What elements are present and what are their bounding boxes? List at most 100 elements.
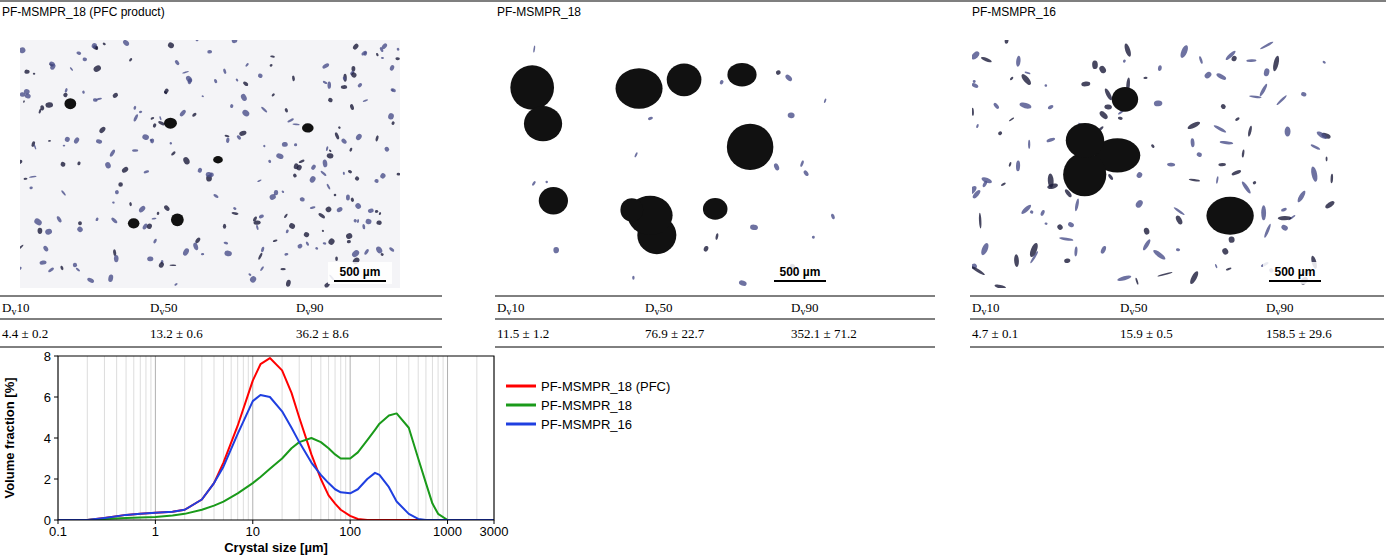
crystal-speck bbox=[309, 175, 317, 184]
crystal-speck bbox=[545, 180, 548, 183]
crystal-speck bbox=[133, 106, 137, 110]
minor-grid-line bbox=[237, 356, 238, 520]
crystal-speck bbox=[248, 273, 252, 277]
minor-grid-line bbox=[184, 356, 185, 520]
crystal-speck bbox=[33, 217, 43, 226]
agglomerate bbox=[64, 98, 76, 109]
y-tick-label: 4 bbox=[44, 431, 51, 446]
crystal-speck bbox=[1189, 270, 1200, 285]
crystal-speck bbox=[1150, 144, 1155, 149]
crystal-speck bbox=[336, 206, 343, 213]
crystal-speck bbox=[1213, 124, 1227, 133]
crystal-speck bbox=[159, 116, 162, 121]
crystal-speck bbox=[75, 267, 80, 272]
crystal-speck bbox=[39, 260, 47, 265]
crystal-speck bbox=[379, 47, 384, 53]
minor-grid-line bbox=[438, 356, 439, 520]
crystal-speck bbox=[1122, 59, 1126, 63]
minor-grid-line bbox=[396, 356, 397, 520]
crystal-speck bbox=[1009, 117, 1015, 122]
crystal-speck bbox=[976, 124, 980, 129]
crystal-speck bbox=[73, 136, 80, 144]
crystal-speck bbox=[773, 163, 780, 172]
crystal-speck bbox=[185, 75, 194, 84]
crystal-speck bbox=[33, 72, 36, 75]
top-rule bbox=[0, 0, 1386, 1]
crystal-speck bbox=[375, 245, 384, 254]
minor-grid-line bbox=[243, 356, 244, 520]
crystal-speck bbox=[1074, 198, 1080, 211]
y-tick-label: 2 bbox=[44, 472, 51, 487]
crystal-speck bbox=[20, 46, 26, 54]
crystal-speck bbox=[1221, 247, 1229, 256]
crystal-speck bbox=[20, 266, 22, 270]
crystal-speck bbox=[362, 99, 368, 102]
crystal-speck bbox=[1226, 267, 1232, 271]
agglomerate bbox=[667, 64, 702, 97]
crystal-speck bbox=[205, 172, 212, 178]
crystal-speck bbox=[298, 159, 305, 164]
crystal-speck bbox=[981, 176, 993, 184]
crystal-speck bbox=[1009, 76, 1014, 81]
scale-bar-ground bbox=[768, 262, 832, 284]
crystal-speck bbox=[239, 130, 248, 137]
crystal-speck bbox=[143, 170, 149, 174]
table-value: 4.4 ± 0.2 bbox=[2, 326, 48, 341]
crystal-speck bbox=[1019, 101, 1032, 110]
crystal-speck bbox=[1231, 169, 1242, 176]
crystal-speck bbox=[76, 226, 84, 234]
crystal-speck bbox=[1260, 41, 1274, 50]
table-value: 15.9 ± 0.5 bbox=[1120, 326, 1173, 341]
series-line bbox=[58, 413, 494, 520]
crystal-speck bbox=[1029, 210, 1034, 215]
scale-bar-ground bbox=[1263, 262, 1327, 284]
legend-swatch bbox=[506, 423, 536, 426]
table-value: 158.5 ± 29.6 bbox=[1266, 326, 1332, 341]
crystal-speck bbox=[1028, 140, 1030, 149]
crystal-speck bbox=[91, 42, 98, 49]
agglomerate bbox=[1063, 153, 1106, 197]
table-rule bbox=[495, 319, 935, 320]
crystal-speck bbox=[95, 46, 98, 50]
crystal-speck bbox=[1173, 206, 1185, 216]
crystal-speck bbox=[1028, 242, 1039, 258]
crystal-speck bbox=[163, 88, 169, 95]
crystal-speck bbox=[303, 231, 310, 238]
legend-label: PF-MSMPR_16 bbox=[541, 417, 632, 432]
crystal-speck bbox=[48, 61, 55, 68]
image-panel: PF-MSMPR_18 (PFC product)500 µmDv10Dv50D… bbox=[0, 5, 442, 347]
crystal-speck bbox=[1322, 60, 1326, 64]
crystal-speck bbox=[62, 92, 68, 98]
crystal-speck bbox=[281, 190, 284, 194]
crystal-speck bbox=[1014, 254, 1019, 267]
crystal-speck bbox=[60, 265, 64, 270]
crystal-speck bbox=[397, 173, 400, 176]
x-tick-label: 10 bbox=[246, 524, 260, 539]
crystal-speck bbox=[1157, 271, 1172, 277]
crystal-speck bbox=[1285, 126, 1291, 136]
header-symbol: D bbox=[645, 300, 654, 315]
crystal-speck bbox=[269, 64, 273, 68]
crystal-speck bbox=[1216, 72, 1228, 81]
crystal-speck bbox=[972, 108, 974, 116]
crystal-speck bbox=[376, 53, 380, 57]
crystal-speck bbox=[1249, 95, 1262, 99]
image-panel: PF-MSMPR_16500 µmDv10Dv50Dv904.7 ± 0.115… bbox=[966, 5, 1384, 347]
y-tick bbox=[54, 479, 58, 480]
crystal-speck bbox=[270, 55, 275, 58]
crystal-speck bbox=[349, 147, 353, 152]
crystal-speck bbox=[213, 193, 219, 198]
crystal-speck bbox=[132, 149, 138, 152]
crystal-speck bbox=[347, 240, 351, 244]
crystal-speck bbox=[395, 57, 400, 60]
crystal-speck bbox=[1220, 103, 1227, 110]
crystal-speck bbox=[703, 245, 709, 252]
crystal-speck bbox=[24, 70, 29, 74]
micrograph-ground bbox=[497, 40, 840, 288]
crystal-speck bbox=[112, 201, 115, 203]
crystal-speck bbox=[201, 95, 204, 97]
crystal-speck bbox=[1004, 40, 1008, 44]
header-suffix: 50 bbox=[164, 300, 177, 315]
crystal-speck bbox=[102, 42, 106, 46]
crystal-speck bbox=[318, 212, 326, 219]
